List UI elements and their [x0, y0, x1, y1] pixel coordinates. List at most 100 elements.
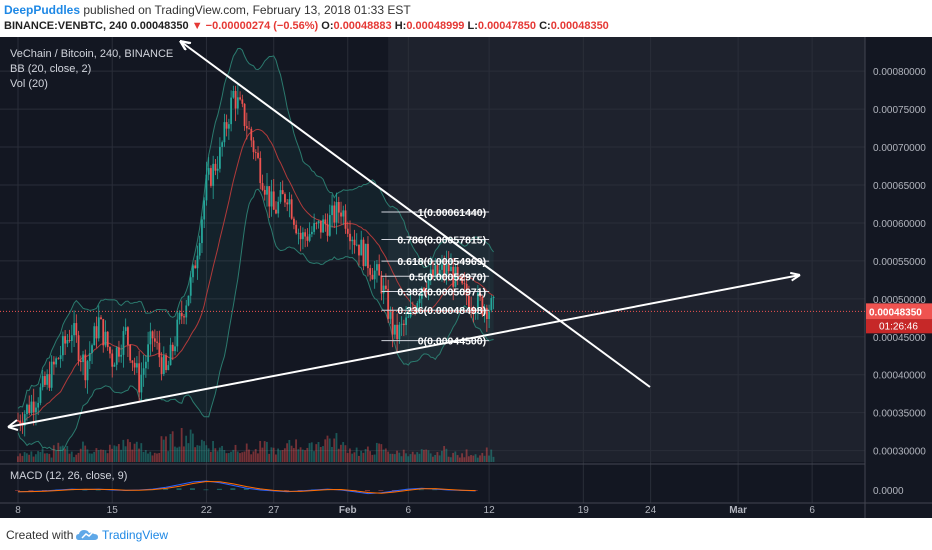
volume-bar	[52, 445, 55, 462]
volume-bar	[162, 439, 165, 462]
candle-body	[225, 122, 228, 129]
candle-body	[140, 374, 143, 393]
macd-histogram-bar	[378, 490, 384, 491]
volume-bar	[216, 451, 219, 462]
volume-bar	[331, 446, 333, 462]
candle-body	[470, 307, 473, 309]
volume-bar	[479, 455, 481, 462]
candle-body	[429, 269, 432, 280]
volume-bar	[362, 452, 365, 462]
candle-body	[456, 267, 459, 277]
candle-body	[48, 374, 51, 388]
candle-body	[138, 363, 141, 393]
candle-body	[187, 295, 190, 306]
bollinger-basis	[17, 128, 494, 425]
volume-bar	[416, 452, 419, 462]
volume-bar	[259, 440, 262, 462]
volume-bar	[79, 448, 82, 462]
volume-bar	[209, 451, 212, 462]
time-tick-label: 6	[809, 505, 815, 516]
volume-bar	[104, 450, 107, 462]
volume-bar	[41, 448, 44, 462]
time-tick-label: 27	[268, 505, 280, 516]
volume-bar	[106, 453, 109, 462]
volume-bar	[268, 453, 271, 462]
candle-body	[219, 146, 221, 169]
volume-bar	[203, 441, 205, 462]
volume-bar	[266, 441, 268, 462]
volume-bar	[34, 454, 37, 462]
candle-body	[376, 264, 378, 271]
author-name[interactable]: DeepPuddles	[4, 3, 81, 17]
volume-bar	[355, 447, 358, 462]
volume-bar	[254, 449, 257, 462]
candle-body	[443, 264, 446, 275]
volume-bar	[454, 451, 457, 462]
candle-body	[427, 279, 430, 292]
fib-level-label: 0.618(0.00054969)	[397, 256, 486, 268]
volume-bar	[335, 433, 338, 462]
volume-bar	[205, 445, 208, 462]
volume-bar	[178, 446, 181, 462]
candle-body	[248, 128, 250, 130]
candle-body	[227, 124, 230, 129]
candle-body	[353, 239, 356, 246]
candle-body	[387, 288, 390, 319]
candle-body	[333, 205, 336, 223]
candle-body	[192, 265, 194, 278]
candle-body	[180, 312, 183, 317]
volume-bar	[445, 448, 448, 462]
volume-bar	[270, 447, 273, 462]
candle-body	[178, 312, 181, 320]
macd-histogram-bar	[284, 490, 290, 491]
candle-body	[468, 295, 470, 308]
candle-body	[326, 224, 329, 236]
volume-bar	[411, 451, 414, 462]
volume-bar	[153, 452, 156, 462]
volume-bar	[117, 444, 120, 462]
volume-bar	[274, 454, 277, 462]
tradingview-brand[interactable]: TradingView	[102, 528, 169, 542]
candle-body	[483, 307, 486, 315]
volume-bar	[272, 447, 275, 462]
price-tick-label: 0.00075000	[873, 105, 926, 116]
volume-bar	[380, 444, 383, 462]
candle-body	[153, 338, 156, 342]
volume-bar	[295, 439, 297, 462]
price-tick-label: 0.00045000	[873, 333, 926, 344]
volume-bar	[218, 447, 221, 462]
time-tick-label: 19	[578, 505, 590, 516]
price-tick-label: 0.00065000	[873, 181, 926, 192]
macd-histogram-bar	[364, 490, 370, 492]
volume-bar	[144, 450, 147, 462]
volume-bar	[340, 444, 342, 462]
volume-bar	[476, 457, 479, 462]
bollinger-lower	[17, 188, 494, 451]
volume-bar	[91, 453, 93, 462]
volume-bar	[50, 457, 53, 462]
macd-histogram-bar	[28, 490, 34, 491]
volume-bar	[200, 439, 203, 462]
volume-bar	[443, 446, 446, 462]
candle-body	[313, 223, 316, 232]
candle-body	[328, 215, 331, 236]
volume-bar	[171, 431, 174, 462]
price-change: −0.00000274 (−0.56%)	[205, 20, 319, 32]
candle-body	[118, 347, 120, 357]
candle-body	[28, 404, 31, 414]
candle-body	[44, 376, 46, 385]
volume-legend: Vol (20)	[10, 78, 48, 90]
candle-body	[201, 219, 203, 244]
macd-histogram-bar	[203, 489, 209, 491]
candle-body	[416, 303, 419, 312]
volume-bar	[434, 454, 437, 462]
candle-body	[346, 228, 349, 234]
candle-body	[304, 232, 307, 237]
candle-body	[414, 309, 416, 312]
candle-body	[46, 374, 49, 385]
candle-body	[91, 345, 93, 354]
volume-bar	[187, 443, 190, 462]
volume-bar	[281, 449, 284, 462]
price-chart[interactable]: 0.00080000 0.00075000 0.00070000 0.00065000…	[0, 37, 932, 518]
candle-body	[441, 264, 443, 270]
